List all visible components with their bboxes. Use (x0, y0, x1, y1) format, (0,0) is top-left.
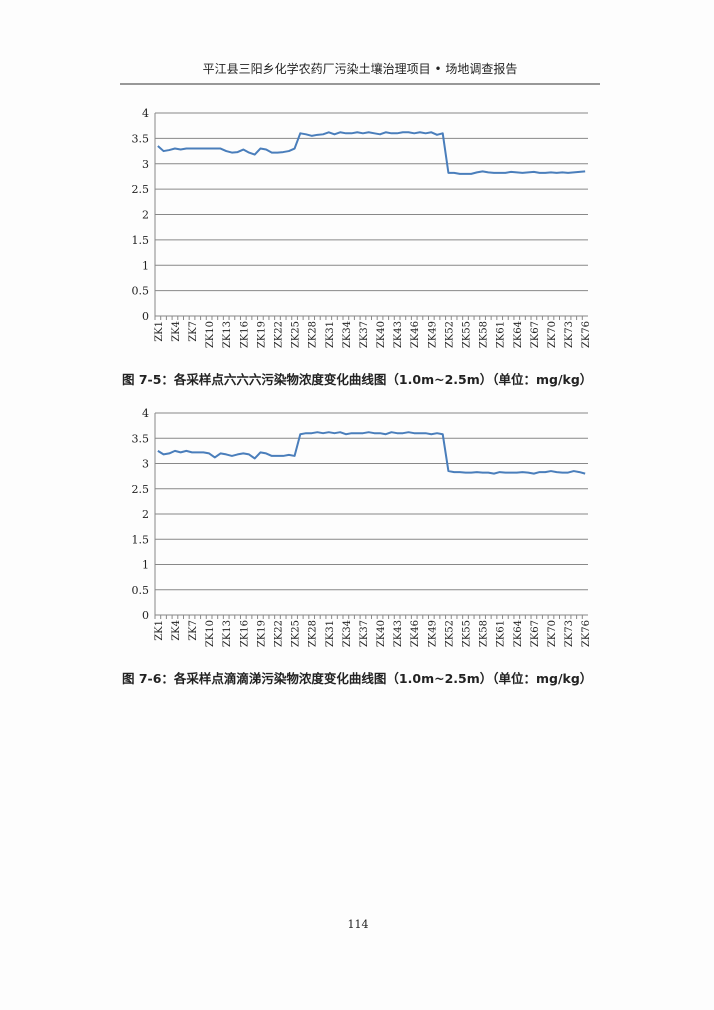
x-tick-label: ZK10 (205, 620, 216, 647)
x-tick-label: ZK40 (376, 321, 387, 348)
x-tick-label: ZK73 (564, 321, 575, 348)
y-tick-label: 2 (142, 508, 149, 521)
x-tick-label: ZK1 (154, 620, 165, 641)
x-tick-label: ZK55 (462, 321, 473, 348)
x-tick-label: ZK73 (564, 620, 575, 647)
x-tick-label: ZK28 (308, 620, 319, 647)
x-tick-label: ZK37 (359, 321, 370, 348)
x-tick-label: ZK67 (530, 321, 541, 348)
x-tick-label: ZK46 (410, 321, 421, 348)
data-line (157, 131, 586, 175)
x-tick-label: ZK40 (376, 620, 387, 647)
x-tick-label: ZK4 (171, 321, 182, 342)
x-tick-label: ZK1 (154, 321, 165, 342)
y-tick-label: 3 (142, 458, 149, 471)
x-tick-label: ZK49 (427, 620, 438, 647)
x-tick-label: ZK58 (479, 620, 490, 647)
x-tick-label: ZK10 (205, 321, 216, 348)
x-tick-label: ZK64 (513, 620, 524, 647)
y-tick-label: 0 (142, 609, 149, 622)
x-tick-label: ZK43 (393, 321, 404, 348)
x-tick-label: ZK7 (188, 620, 199, 641)
y-tick-label: 2 (142, 209, 149, 222)
x-tick-label: ZK31 (325, 321, 336, 348)
x-tick-label: ZK55 (462, 620, 473, 647)
x-tick-label: ZK34 (342, 620, 353, 647)
y-tick-label: 1 (142, 559, 149, 572)
y-tick-label: 2.5 (132, 483, 150, 496)
x-tick-label: ZK76 (581, 620, 592, 647)
x-tick-label: ZK13 (222, 321, 233, 348)
x-tick-label: ZK19 (256, 321, 267, 348)
x-tick-label: ZK61 (496, 321, 507, 348)
x-tick-label: ZK25 (291, 620, 302, 647)
x-tick-label: ZK64 (513, 321, 524, 348)
x-tick-label: ZK22 (273, 321, 284, 348)
data-line (157, 431, 586, 475)
y-tick-label: 2.5 (132, 183, 150, 196)
x-tick-label: ZK22 (273, 620, 284, 647)
x-tick-label: ZK16 (239, 321, 250, 348)
x-tick-label: ZK70 (547, 620, 558, 647)
y-tick-label: 3 (142, 158, 149, 171)
y-tick-label: 0.5 (132, 285, 150, 298)
y-tick-label: 0 (142, 310, 149, 323)
y-tick-label: 1.5 (132, 234, 150, 247)
y-tick-label: 4 (142, 107, 149, 120)
x-tick-label: ZK61 (496, 620, 507, 647)
x-tick-label: ZK43 (393, 620, 404, 647)
x-tick-label: ZK19 (256, 620, 267, 647)
x-tick-label: ZK7 (188, 321, 199, 342)
x-tick-label: ZK52 (444, 620, 455, 647)
y-tick-label: 3.5 (132, 132, 150, 145)
x-tick-label: ZK4 (171, 620, 182, 641)
x-tick-label: ZK70 (547, 321, 558, 348)
x-tick-label: ZK16 (239, 620, 250, 647)
figure-caption: 图 7-5：各采样点六六六污染物浓度变化曲线图（1.0m~2.5m）（单位：mg… (122, 372, 592, 387)
header-title: 平江县三阳乡化学农药厂污染土壤治理项目 • 场地调查报告 (203, 61, 518, 76)
x-tick-label: ZK31 (325, 620, 336, 647)
y-tick-label: 3.5 (132, 432, 150, 445)
y-tick-label: 0.5 (132, 584, 150, 597)
x-tick-label: ZK28 (308, 321, 319, 348)
x-tick-label: ZK52 (444, 321, 455, 348)
page-number: 114 (348, 918, 369, 931)
x-tick-label: ZK67 (530, 620, 541, 647)
x-tick-label: ZK58 (479, 321, 490, 348)
x-tick-label: ZK76 (581, 321, 592, 348)
x-tick-label: ZK49 (427, 321, 438, 348)
y-tick-label: 4 (142, 407, 149, 420)
x-tick-label: ZK37 (359, 620, 370, 647)
x-tick-label: ZK13 (222, 620, 233, 647)
x-tick-label: ZK34 (342, 321, 353, 348)
x-tick-label: ZK46 (410, 620, 421, 647)
x-tick-label: ZK25 (291, 321, 302, 348)
y-tick-label: 1.5 (132, 533, 150, 546)
y-tick-label: 1 (142, 259, 149, 272)
figure-caption: 图 7-6：各采样点滴滴涕污染物浓度变化曲线图（1.0m~2.5m）（单位：mg… (122, 671, 592, 686)
